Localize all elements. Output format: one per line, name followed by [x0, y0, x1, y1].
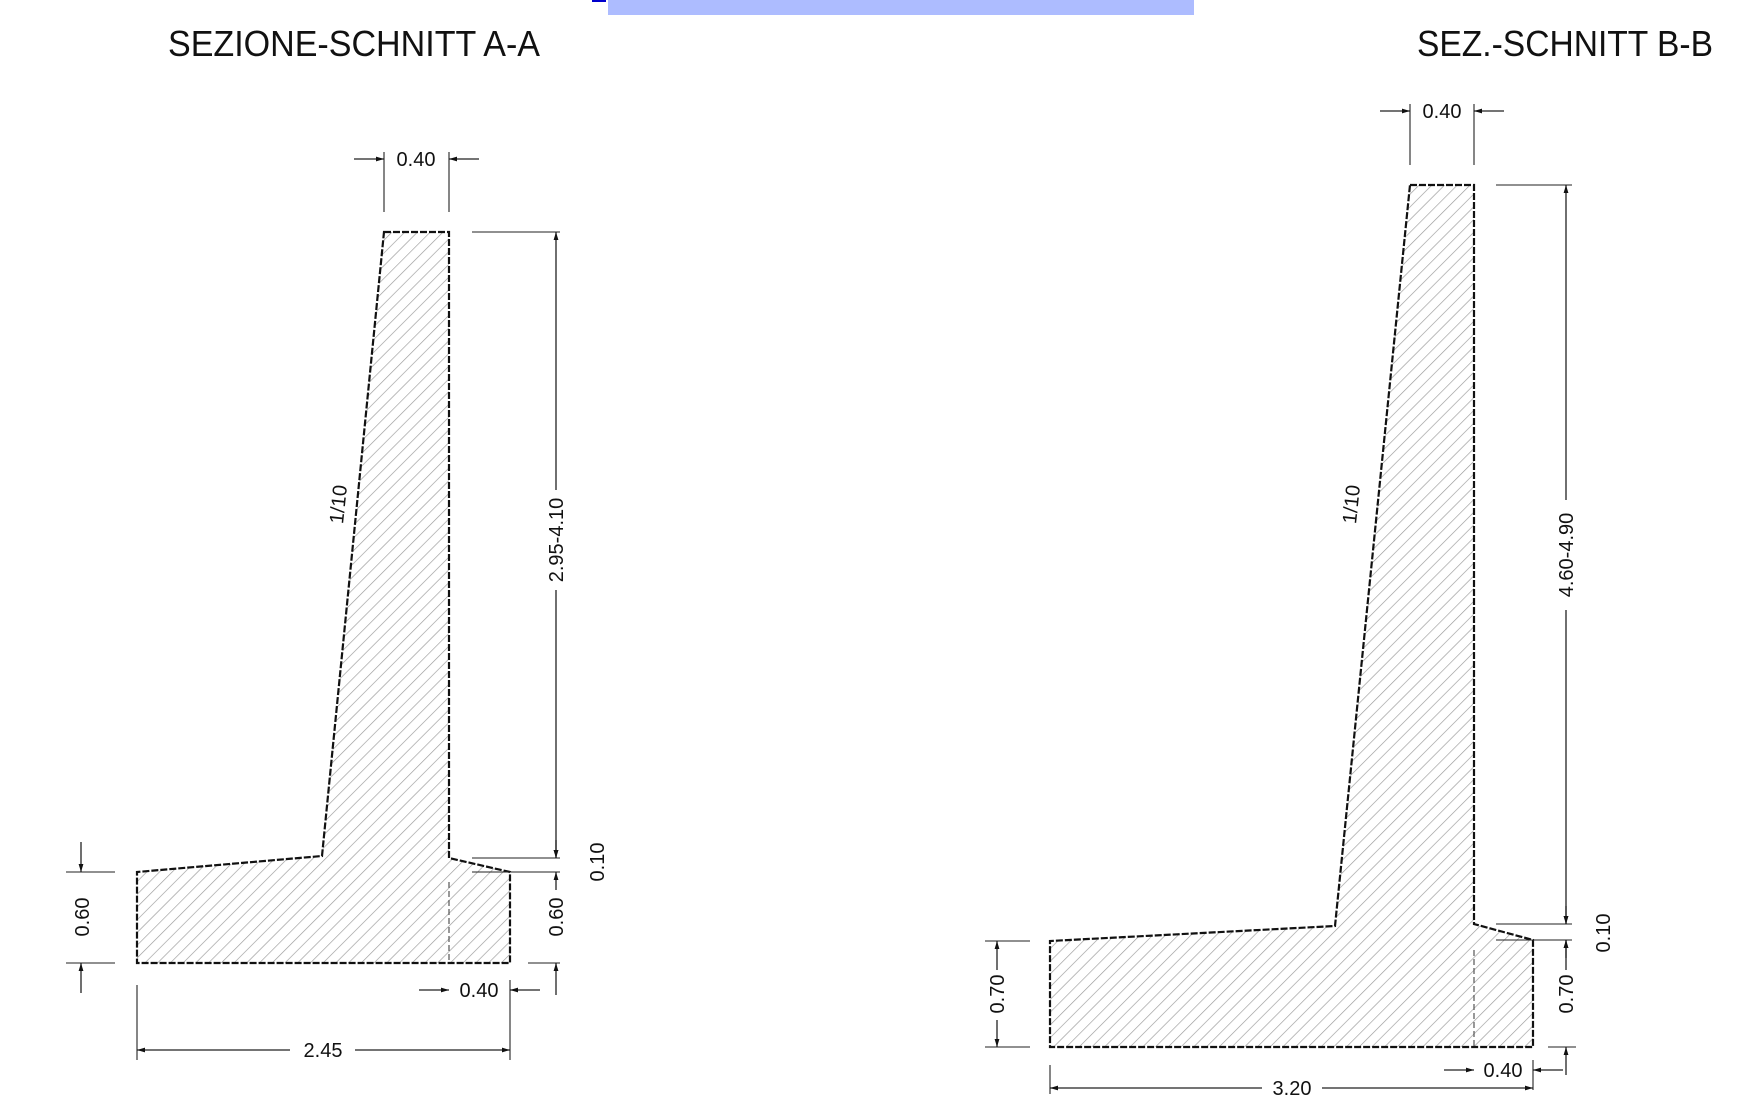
section-a-toe-thickness: 0.60 — [72, 898, 94, 937]
section-a-stem-height: 2.95-4.10 — [546, 498, 568, 583]
section-b-base-width: 3.20 — [1273, 1078, 1312, 1100]
header-bar — [608, 0, 1194, 15]
section-b-batter: 1/10 — [1339, 484, 1365, 525]
section-b-stem-height: 4.60-4.90 — [1556, 513, 1578, 598]
section-a-heel-thickness: 0.60 — [546, 898, 568, 937]
section-a: SEZIONE-SCHNITT A-A 0.40 2.95-4.10 1/10 … — [66, 23, 609, 1062]
section-a-heel-width: 0.40 — [460, 980, 499, 1002]
section-b-wall — [1048, 183, 1535, 1049]
section-b-heel-thickness: 0.70 — [1556, 975, 1578, 1014]
section-a-step: 0.10 — [587, 843, 609, 882]
section-b-toe-thickness: 0.70 — [987, 975, 1009, 1014]
section-b-step: 0.10 — [1593, 914, 1615, 953]
section-b-heel-width: 0.40 — [1484, 1060, 1523, 1082]
section-a-wall — [135, 230, 512, 965]
section-a-base-width: 2.45 — [304, 1040, 343, 1062]
section-b: SEZ.-SCHNITT B-B 0.40 4.60-4.90 1/10 0.1… — [985, 23, 1713, 1100]
section-a-batter: 1/10 — [326, 484, 352, 525]
section-a-title: SEZIONE-SCHNITT A-A — [168, 23, 540, 64]
section-b-top-width: 0.40 — [1423, 101, 1462, 123]
section-b-title: SEZ.-SCHNITT B-B — [1417, 23, 1713, 64]
section-a-top-width: 0.40 — [397, 149, 436, 171]
